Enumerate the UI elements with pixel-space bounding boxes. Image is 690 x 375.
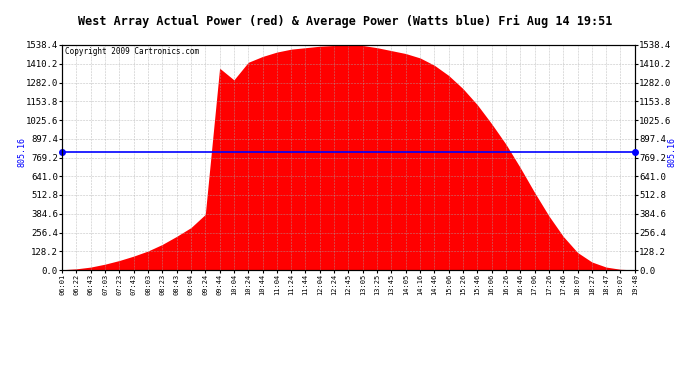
- Text: 805.16: 805.16: [667, 137, 676, 167]
- Text: 805.16: 805.16: [17, 137, 26, 167]
- Text: West Array Actual Power (red) & Average Power (Watts blue) Fri Aug 14 19:51: West Array Actual Power (red) & Average …: [78, 15, 612, 28]
- Text: Copyright 2009 Cartronics.com: Copyright 2009 Cartronics.com: [65, 47, 199, 56]
